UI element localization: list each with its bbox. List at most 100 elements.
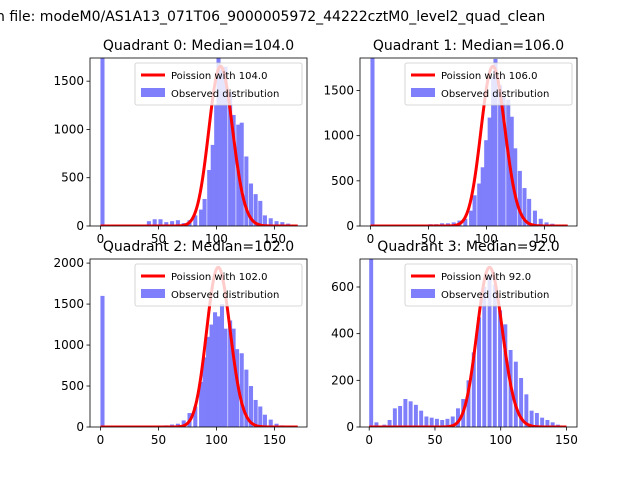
hist-bar [216,316,221,427]
hist-bar [477,183,482,226]
x-tick-label: 100 [489,433,512,447]
x-tick-label: 100 [205,232,228,246]
y-tick-label: 0 [346,219,354,233]
hist-bar [239,353,244,427]
hist-bar [429,417,434,427]
hist-bar [440,420,445,427]
hist-bar [193,406,198,427]
hist-bar [253,399,258,427]
legend-bar-swatch [141,289,165,298]
hist-bar [517,170,522,226]
y-tick-label: 2000 [53,256,84,270]
y-tick-label: 200 [331,373,354,387]
poisson-line [369,265,567,427]
hist-bar [456,408,460,427]
hist-bar [274,423,279,427]
hist-bar [231,328,236,427]
hist-bar [387,420,392,427]
hist-bar [231,114,236,226]
hist-bar [469,210,474,226]
hist-bar [477,317,481,427]
axes-frame [359,57,578,227]
hist-bar [544,222,549,226]
hist-bar [466,380,471,427]
y-tick-label: 1000 [53,338,84,352]
y-tick-label: 1000 [323,129,354,143]
hist-bar [445,418,450,427]
hist-bar [268,218,273,226]
y-tick-label: 1000 [53,122,84,136]
y-tick-label: 1500 [53,297,84,311]
legend-entry-poisson: Poission with 106.0 [441,71,537,82]
legend-entry-poisson: Poission with 104.0 [171,71,267,82]
hist-bar [253,194,258,226]
legend-entry-observed: Observed distribution [171,89,279,100]
chart-panel-3: 0 50 100 150 0 200 400 600 Quadrant 3: Median=92… [331,239,578,447]
hist-bar [152,219,157,226]
x-tick-label: 150 [263,232,286,246]
legend-bar-swatch [411,88,435,97]
x-tick-label: 150 [555,433,578,447]
hist-bar [513,361,518,427]
x-tick-label: 50 [427,433,442,447]
hist-bar [158,219,163,226]
hist-bar [522,188,527,226]
hist-bar [487,275,492,427]
legend-box [404,62,573,106]
hist-bar [206,336,211,427]
hist-bar [540,417,545,427]
hist-bar [219,69,225,226]
legend: Poission with 102.0 Observed distribution [134,263,303,307]
y-tick-label: 500 [61,379,84,393]
hist-bar [216,58,221,226]
plot-area [369,259,567,427]
hist-bar [492,284,497,427]
legend-bar-swatch [411,289,435,298]
hist-bar [498,85,503,226]
hist-bar [471,352,476,427]
hist-bar [164,222,169,226]
hist-bar [419,410,424,427]
x-tick-label: 50 [151,232,166,246]
legend-box [404,263,573,307]
legend-entry-observed: Observed distribution [441,89,549,100]
hist-bar [374,422,379,427]
hist-bar [408,401,413,427]
x-tick-label: 50 [151,433,166,447]
hist-bar [529,410,534,427]
legend-entry-observed: Observed distribution [171,290,279,301]
x-tick-label: 0 [365,433,373,447]
hist-bar [545,420,550,427]
x-tick-label: 0 [97,433,105,447]
plot-area [370,58,569,226]
figure-suptitle: n file: modeM0/AS1A13_071T06_9000005972_… [0,9,545,25]
hist-bar [175,220,180,226]
hist-bar [274,221,279,226]
panel-title: Quadrant 1: Median=106.0 [373,38,564,54]
axes-frame [359,258,578,428]
hist-bar [493,58,498,226]
poisson-line [370,64,569,226]
hist-bar [524,394,529,427]
hist-bar [262,215,267,226]
hist-bar [503,324,508,427]
hist-bar [392,408,397,427]
panel-title: Quadrant 3: Median=92.0 [377,239,559,255]
hist-bar [519,378,524,427]
axes-frame [89,57,308,227]
x-tick-label: 50 [421,232,436,246]
hist-bar [193,215,198,226]
hist-bar [248,183,254,226]
hist-bar [403,399,408,427]
hist-bar [482,287,487,427]
legend-entry-poisson: Poission with 102.0 [171,272,267,283]
hist-bar [369,259,374,427]
hist-bar [487,117,492,226]
hist-bar [244,369,249,427]
hist-bar [424,416,429,427]
hist-bar [228,320,233,427]
x-tick-label: 150 [263,433,286,447]
